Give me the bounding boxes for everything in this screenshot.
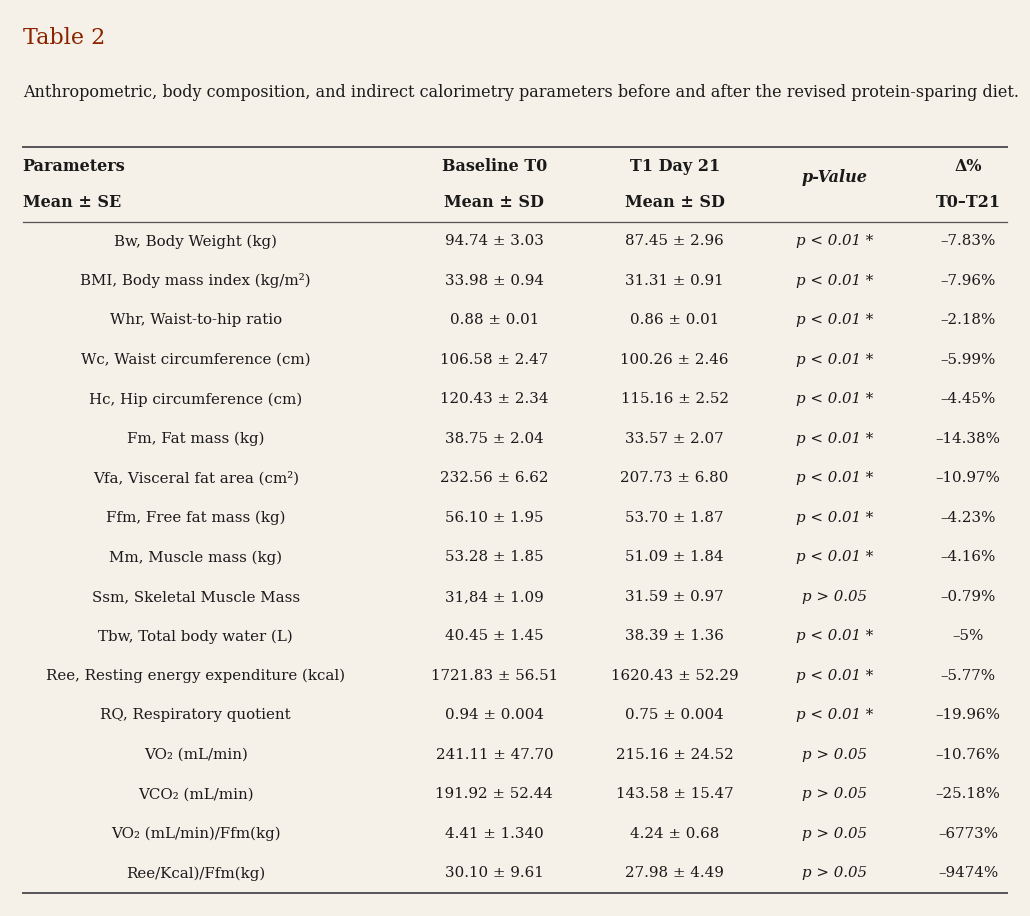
Text: 31,84 ± 1.09: 31,84 ± 1.09: [445, 590, 544, 604]
Text: 4.24 ± 0.68: 4.24 ± 0.68: [630, 827, 719, 841]
Text: p < 0.01 *: p < 0.01 *: [796, 629, 873, 643]
Text: Fm, Fat mass (kg): Fm, Fat mass (kg): [127, 431, 265, 446]
Text: 87.45 ± 2.96: 87.45 ± 2.96: [625, 234, 724, 248]
Text: 1721.83 ± 56.51: 1721.83 ± 56.51: [431, 669, 558, 682]
Text: BMI, Body mass index (kg/m²): BMI, Body mass index (kg/m²): [80, 273, 311, 289]
Text: p < 0.01 *: p < 0.01 *: [796, 669, 873, 682]
Text: Ffm, Free fat mass (kg): Ffm, Free fat mass (kg): [106, 511, 285, 525]
Text: p-Value: p-Value: [801, 169, 867, 186]
Text: 232.56 ± 6.62: 232.56 ± 6.62: [440, 472, 549, 485]
Text: p > 0.05: p > 0.05: [801, 788, 867, 802]
Text: 0.86 ± 0.01: 0.86 ± 0.01: [630, 313, 719, 327]
Text: Wc, Waist circumference (cm): Wc, Waist circumference (cm): [81, 353, 310, 367]
Text: Δ%: Δ%: [955, 158, 982, 176]
Text: Mean ± SE: Mean ± SE: [23, 194, 121, 212]
Text: –6773%: –6773%: [938, 827, 998, 841]
Text: p < 0.01 *: p < 0.01 *: [796, 708, 873, 723]
Text: –9474%: –9474%: [938, 867, 998, 880]
Text: 53.70 ± 1.87: 53.70 ± 1.87: [625, 511, 724, 525]
Text: p > 0.05: p > 0.05: [801, 747, 867, 762]
Text: 40.45 ± 1.45: 40.45 ± 1.45: [445, 629, 544, 643]
Text: 33.98 ± 0.94: 33.98 ± 0.94: [445, 274, 544, 288]
Text: –4.23%: –4.23%: [940, 511, 996, 525]
Text: 143.58 ± 15.47: 143.58 ± 15.47: [616, 788, 733, 802]
Text: 207.73 ± 6.80: 207.73 ± 6.80: [620, 472, 729, 485]
Text: Bw, Body Weight (kg): Bw, Body Weight (kg): [114, 234, 277, 248]
Text: –4.16%: –4.16%: [940, 551, 996, 564]
Text: 100.26 ± 2.46: 100.26 ± 2.46: [620, 353, 729, 367]
Text: Ree, Resting energy expenditure (kcal): Ree, Resting energy expenditure (kcal): [46, 669, 345, 683]
Text: 241.11 ± 47.70: 241.11 ± 47.70: [436, 747, 553, 762]
Text: RQ, Respiratory quotient: RQ, Respiratory quotient: [100, 708, 291, 723]
Text: 51.09 ± 1.84: 51.09 ± 1.84: [625, 551, 724, 564]
Text: VCO₂ (mL/min): VCO₂ (mL/min): [138, 788, 253, 802]
Text: 94.74 ± 3.03: 94.74 ± 3.03: [445, 234, 544, 248]
Text: –19.96%: –19.96%: [935, 708, 1001, 723]
Text: T1 Day 21: T1 Day 21: [629, 158, 720, 176]
Text: 0.88 ± 0.01: 0.88 ± 0.01: [450, 313, 539, 327]
Text: Baseline T0: Baseline T0: [442, 158, 547, 176]
Text: Mean ± SD: Mean ± SD: [625, 194, 724, 212]
Text: 120.43 ± 2.34: 120.43 ± 2.34: [440, 392, 549, 407]
Text: 38.39 ± 1.36: 38.39 ± 1.36: [625, 629, 724, 643]
Text: 191.92 ± 52.44: 191.92 ± 52.44: [436, 788, 553, 802]
Text: 0.94 ± 0.004: 0.94 ± 0.004: [445, 708, 544, 723]
Text: 0.75 ± 0.004: 0.75 ± 0.004: [625, 708, 724, 723]
Text: –5%: –5%: [953, 629, 984, 643]
Text: p > 0.05: p > 0.05: [801, 867, 867, 880]
Text: p < 0.01 *: p < 0.01 *: [796, 313, 873, 327]
Text: 215.16 ± 24.52: 215.16 ± 24.52: [616, 747, 733, 762]
Text: 31.31 ± 0.91: 31.31 ± 0.91: [625, 274, 724, 288]
Text: –5.77%: –5.77%: [940, 669, 996, 682]
Text: 31.59 ± 0.97: 31.59 ± 0.97: [625, 590, 724, 604]
Text: Ree/Kcal)/Ffm(kg): Ree/Kcal)/Ffm(kg): [126, 867, 266, 880]
Text: p < 0.01 *: p < 0.01 *: [796, 353, 873, 367]
Text: p > 0.05: p > 0.05: [801, 827, 867, 841]
Text: 4.41 ± 1.340: 4.41 ± 1.340: [445, 827, 544, 841]
Text: Vfa, Visceral fat area (cm²): Vfa, Visceral fat area (cm²): [93, 471, 299, 485]
Text: Mean ± SD: Mean ± SD: [445, 194, 544, 212]
Text: 30.10 ± 9.61: 30.10 ± 9.61: [445, 867, 544, 880]
Text: –7.96%: –7.96%: [940, 274, 996, 288]
Text: Whr, Waist-to-hip ratio: Whr, Waist-to-hip ratio: [109, 313, 282, 327]
Text: –7.83%: –7.83%: [940, 234, 996, 248]
Text: VO₂ (mL/min): VO₂ (mL/min): [144, 747, 247, 762]
Text: Parameters: Parameters: [23, 158, 126, 176]
Text: p < 0.01 *: p < 0.01 *: [796, 511, 873, 525]
Text: 38.75 ± 2.04: 38.75 ± 2.04: [445, 432, 544, 446]
Text: Anthropometric, body composition, and indirect calorimetry parameters before and: Anthropometric, body composition, and in…: [23, 84, 1019, 102]
Text: –4.45%: –4.45%: [940, 392, 996, 407]
Text: –0.79%: –0.79%: [940, 590, 996, 604]
Text: 27.98 ± 4.49: 27.98 ± 4.49: [625, 867, 724, 880]
Text: T0–T21: T0–T21: [935, 194, 1001, 212]
Text: p < 0.01 *: p < 0.01 *: [796, 392, 873, 407]
Text: 115.16 ± 2.52: 115.16 ± 2.52: [621, 392, 728, 407]
Text: 53.28 ± 1.85: 53.28 ± 1.85: [445, 551, 544, 564]
Text: Hc, Hip circumference (cm): Hc, Hip circumference (cm): [90, 392, 302, 407]
Text: –10.76%: –10.76%: [936, 747, 1000, 762]
Text: 106.58 ± 2.47: 106.58 ± 2.47: [440, 353, 549, 367]
Text: Table 2: Table 2: [23, 27, 105, 49]
Text: –5.99%: –5.99%: [940, 353, 996, 367]
Text: 33.57 ± 2.07: 33.57 ± 2.07: [625, 432, 724, 446]
Text: VO₂ (mL/min)/Ffm(kg): VO₂ (mL/min)/Ffm(kg): [111, 826, 280, 841]
Text: –25.18%: –25.18%: [936, 788, 1000, 802]
Text: p < 0.01 *: p < 0.01 *: [796, 472, 873, 485]
Text: 56.10 ± 1.95: 56.10 ± 1.95: [445, 511, 544, 525]
Text: –2.18%: –2.18%: [940, 313, 996, 327]
Text: Mm, Muscle mass (kg): Mm, Muscle mass (kg): [109, 551, 282, 564]
Text: –14.38%: –14.38%: [935, 432, 1001, 446]
Text: p < 0.01 *: p < 0.01 *: [796, 551, 873, 564]
Text: p < 0.01 *: p < 0.01 *: [796, 274, 873, 288]
Text: Ssm, Skeletal Muscle Mass: Ssm, Skeletal Muscle Mass: [92, 590, 300, 604]
Text: Tbw, Total body water (L): Tbw, Total body water (L): [99, 629, 293, 644]
Text: p < 0.01 *: p < 0.01 *: [796, 432, 873, 446]
Text: 1620.43 ± 52.29: 1620.43 ± 52.29: [611, 669, 739, 682]
Text: –10.97%: –10.97%: [936, 472, 1000, 485]
Text: p > 0.05: p > 0.05: [801, 590, 867, 604]
Text: p < 0.01 *: p < 0.01 *: [796, 234, 873, 248]
